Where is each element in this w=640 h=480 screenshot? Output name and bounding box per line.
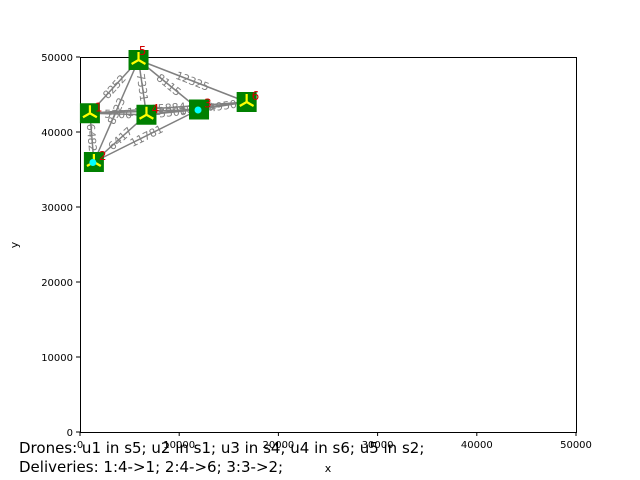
x-tick-label: 20000 (262, 440, 294, 451)
edge-2-3 (93, 108, 200, 163)
package-icon (89, 159, 97, 166)
y-tick-label: 20000 (41, 278, 73, 289)
edge-label-5-4: 7331 (134, 73, 151, 103)
x-tick-label: 50000 (560, 440, 592, 451)
edge-label-3-6: 4950 (208, 98, 238, 115)
plot-frame (80, 57, 577, 433)
drone-icon (131, 52, 147, 65)
edge-2-5 (93, 59, 140, 163)
station-4-label: 4 (151, 102, 159, 116)
station-1-label: 1 (95, 100, 103, 114)
station-3-label: 3 (204, 97, 212, 111)
station-5-label: 5 (139, 44, 147, 58)
edge-5-6 (138, 59, 247, 103)
drones-caption: Drones: u1 in s5; u2 in s1; u3 in s4; u4… (19, 439, 425, 457)
x-tick-label: 30000 (362, 440, 394, 451)
x-tick-label: 0 (77, 440, 83, 451)
station-6-label: 6 (252, 89, 260, 103)
station-2-label: 2 (99, 149, 107, 163)
y-tick-label: 30000 (41, 203, 73, 214)
edge-label-4-3: 5300 (158, 105, 187, 121)
edge-label-1-6: 15884 (150, 100, 186, 115)
x-tick-label: 10000 (163, 440, 195, 451)
drone-icon (82, 105, 98, 119)
edge-5-3 (138, 59, 200, 111)
package-icon (194, 106, 202, 114)
deliveries-caption: Deliveries: 1:4->1; 2:4->6; 3:3->2; (19, 458, 284, 476)
edge-label-2-1: 6482 (84, 123, 99, 152)
x-axis-label: x (325, 462, 332, 475)
y-tick-label: 40000 (41, 128, 73, 139)
edge-label-1-4: 5700 (104, 108, 132, 122)
x-tick-label: 40000 (461, 440, 493, 451)
y-tick-label: 50000 (41, 53, 73, 64)
y-axis-label: y (8, 241, 21, 248)
y-tick-label: 10000 (41, 353, 73, 364)
y-tick-label: 0 (67, 428, 73, 439)
drone-icon (239, 94, 255, 107)
drone-icon (138, 106, 154, 120)
